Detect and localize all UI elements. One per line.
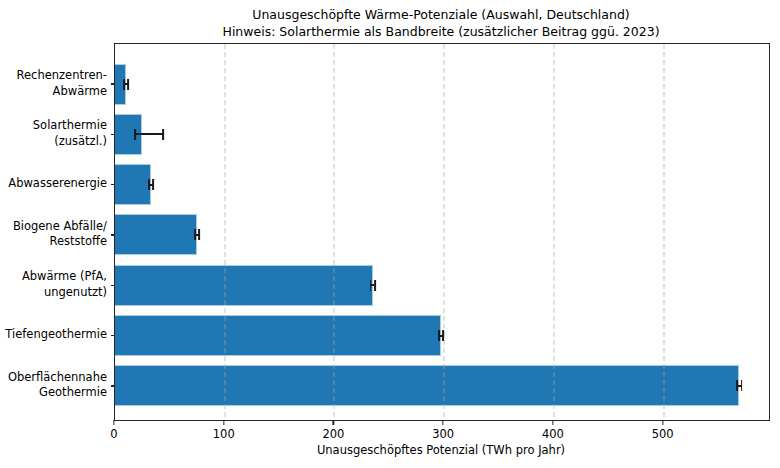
error-bar — [135, 133, 164, 135]
x-tick — [552, 420, 553, 425]
gridline-300 — [444, 44, 445, 420]
x-tick-label: 100 — [213, 427, 235, 441]
x-tick-label: 500 — [652, 427, 674, 441]
chart-figure: Unausgeschöpfte Wärme-Potenziale (Auswah… — [0, 0, 780, 468]
x-tick — [662, 420, 663, 425]
x-tick-label: 200 — [322, 427, 344, 441]
bar — [115, 315, 441, 356]
x-axis-title: Unausgeschöpftes Potenzial (TWh pro Jahr… — [114, 443, 768, 457]
error-cap-high — [442, 330, 444, 341]
chart-title: Unausgeschöpfte Wärme-Potenziale (Auswah… — [114, 7, 768, 40]
bar — [115, 164, 151, 205]
x-tick — [333, 420, 334, 425]
chart-title-line2: Hinweis: Solarthermie als Bandbreite (zu… — [114, 24, 768, 41]
gridline-200 — [334, 44, 335, 420]
category-label: Abwärme (PfA, ungenutzt) — [22, 269, 107, 300]
y-axis-labels: Rechenzentren- Abwärme Solarthermie (zusä… — [0, 43, 107, 419]
x-tick-label: 400 — [542, 427, 564, 441]
error-cap-low — [438, 330, 440, 341]
gridline-500 — [663, 44, 664, 420]
error-cap-low — [123, 79, 125, 90]
category-label: Rechenzentren- Abwärme — [17, 68, 107, 99]
chart-title-line1: Unausgeschöpfte Wärme-Potenziale (Auswah… — [114, 7, 768, 24]
x-tick — [113, 420, 114, 425]
bar — [115, 365, 739, 406]
x-tick — [443, 420, 444, 425]
bar — [115, 214, 197, 255]
x-tick-label: 300 — [432, 427, 454, 441]
plot-area — [114, 43, 770, 421]
category-label: Abwasserenergie — [8, 176, 107, 192]
error-cap-low — [134, 129, 136, 140]
error-cap-low — [148, 179, 150, 190]
error-cap-high — [199, 229, 201, 240]
error-cap-high — [127, 79, 129, 90]
x-tick — [223, 420, 224, 425]
gridline-100 — [224, 44, 225, 420]
error-cap-low — [736, 380, 738, 391]
error-cap-low — [370, 280, 372, 291]
gridline-400 — [553, 44, 554, 420]
category-label: Solarthermie (zusätzl.) — [33, 118, 107, 149]
error-cap-high — [374, 280, 376, 291]
error-cap-high — [162, 129, 164, 140]
category-label: Oberflächennahe Geothermie — [8, 369, 107, 400]
error-cap-low — [194, 229, 196, 240]
category-label: Biogene Abfälle/ Reststoffe — [13, 218, 107, 249]
category-label: Tiefengeothermie — [5, 327, 107, 343]
error-cap-high — [152, 179, 154, 190]
x-tick-label: 0 — [110, 427, 117, 441]
error-cap-high — [741, 380, 743, 391]
